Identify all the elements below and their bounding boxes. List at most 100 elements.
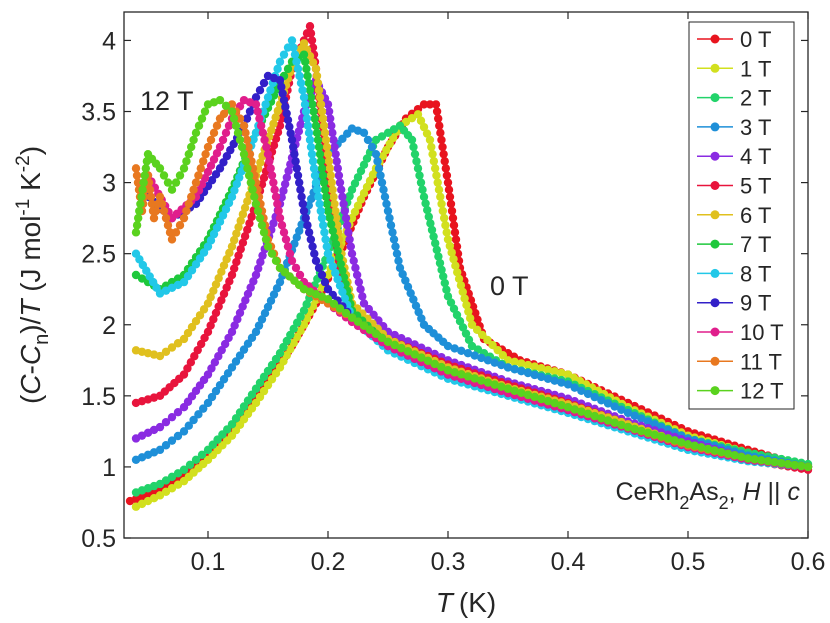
data-point — [328, 185, 337, 194]
data-point — [353, 317, 363, 326]
data-point — [670, 436, 679, 445]
legend: 0 T 1 T 2 T 3 T 4 T 5 T 6 T 7 T 8 T 9 T 10 T 11 T 12… — [688, 21, 795, 410]
data-point — [191, 317, 201, 326]
data-point — [187, 266, 197, 275]
data-point — [351, 263, 360, 273]
series-layer — [125, 22, 813, 511]
data-point — [442, 171, 452, 180]
data-point — [253, 206, 263, 216]
data-point — [251, 384, 261, 393]
data-point — [388, 133, 398, 143]
data-point — [394, 256, 403, 265]
data-point — [368, 170, 378, 179]
data-point — [442, 228, 451, 237]
data-point — [435, 258, 445, 268]
data-point — [362, 154, 372, 163]
data-point — [416, 178, 426, 187]
data-point — [241, 157, 250, 166]
data-point — [458, 287, 467, 297]
data-point — [286, 129, 295, 138]
legend-item: 3 T — [697, 115, 771, 140]
data-point — [603, 399, 613, 408]
data-point — [253, 107, 262, 116]
data-point — [240, 203, 250, 212]
data-point — [347, 249, 357, 258]
data-point — [385, 213, 394, 223]
data-point — [234, 251, 243, 260]
data-point — [456, 281, 466, 290]
data-point — [241, 128, 250, 138]
data-point — [179, 334, 189, 344]
data-point — [175, 221, 185, 230]
data-point — [311, 121, 321, 130]
data-point — [219, 158, 228, 167]
data-point — [703, 444, 713, 454]
data-point — [207, 392, 217, 402]
data-point — [316, 157, 326, 166]
data-point — [215, 142, 225, 152]
data-point — [271, 256, 281, 265]
data-point — [537, 372, 546, 382]
data-point — [261, 100, 270, 109]
data-point — [203, 398, 213, 408]
data-point — [437, 362, 446, 372]
data-point — [224, 121, 234, 130]
data-point — [307, 194, 316, 204]
data-point — [199, 404, 208, 413]
data-point — [247, 390, 257, 399]
data-point — [683, 439, 693, 449]
data-point — [217, 345, 226, 355]
data-point — [308, 100, 317, 109]
data-point — [269, 178, 278, 187]
data-point — [184, 199, 193, 209]
data-point — [203, 327, 213, 337]
data-point — [324, 157, 334, 166]
data-point — [230, 186, 239, 195]
data-point — [463, 372, 473, 381]
data-point — [432, 245, 441, 255]
data-point — [189, 185, 198, 194]
data-point — [203, 370, 213, 379]
data-point — [329, 135, 338, 145]
data-point — [267, 360, 277, 370]
data-point — [243, 164, 252, 173]
y-tick-label: 3 — [102, 170, 116, 198]
data-point — [403, 337, 413, 346]
legend-item: 1 T — [697, 56, 771, 81]
legend-item: 5 T — [697, 174, 771, 199]
data-point — [359, 189, 369, 198]
y-axis-label: (C-Cn)/T (J mol-1 K-2) — [13, 146, 53, 404]
data-point — [235, 408, 245, 417]
data-point — [317, 164, 327, 173]
data-point — [338, 192, 347, 202]
data-point — [231, 357, 241, 366]
data-point — [390, 340, 399, 350]
data-point — [221, 205, 231, 214]
data-point — [197, 450, 207, 460]
data-point — [230, 321, 239, 330]
data-point — [790, 460, 799, 470]
data-point — [331, 206, 340, 216]
data-point — [419, 122, 429, 132]
data-point — [637, 426, 646, 436]
data-point — [543, 365, 553, 374]
data-point — [517, 366, 526, 376]
data-point — [232, 179, 241, 189]
data-point — [498, 351, 508, 360]
data-point — [256, 121, 266, 130]
data-point — [340, 294, 349, 303]
data-point — [303, 71, 312, 81]
data-point — [347, 213, 357, 223]
data-point — [443, 178, 453, 187]
data-point — [299, 206, 309, 216]
data-point — [388, 228, 397, 237]
data-point — [203, 142, 213, 152]
data-point — [333, 246, 342, 256]
data-point — [723, 449, 733, 458]
data-point — [617, 405, 626, 414]
data-point — [285, 122, 294, 131]
data-point — [356, 285, 365, 294]
data-point — [284, 166, 293, 176]
data-point — [429, 157, 439, 166]
data-point — [236, 216, 245, 225]
